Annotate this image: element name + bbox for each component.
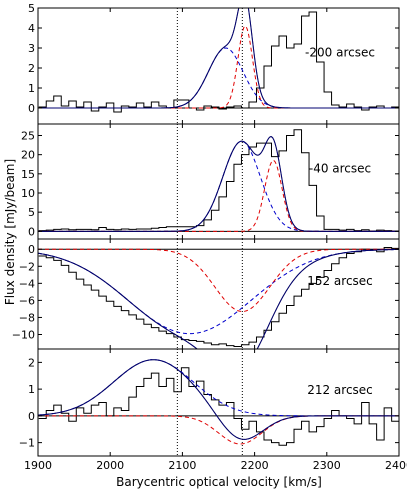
y-tick-label: 0 — [28, 410, 35, 423]
y-tick-label: 5 — [28, 2, 35, 15]
data-steps — [38, 11, 399, 113]
x-tick-label: 2000 — [96, 459, 124, 472]
panel-frame — [37, 348, 400, 457]
y-tick-label: 5 — [28, 206, 35, 219]
fit-1-overlay — [38, 248, 399, 349]
panel-2: 0 5 10 15 20 25 -40 arcsec — [21, 123, 400, 240]
y-tick-label: 4 — [28, 22, 35, 35]
plot-area — [38, 124, 399, 239]
panel-annotation: -40 arcsec — [309, 161, 371, 175]
x-tick-label: 2400 — [385, 459, 407, 472]
fit-1-overlay — [38, 8, 399, 109]
fit-1-curve — [38, 140, 399, 232]
panel-3: −10 −8 −6 −4 −2 0 152 arcsec — [12, 238, 400, 350]
plot-area — [38, 239, 399, 349]
y-tick-label: 3 — [28, 42, 35, 55]
y-tick-label: −10 — [12, 329, 35, 342]
total-fit-curve — [38, 136, 399, 232]
y-tick-label: 25 — [21, 130, 35, 143]
panel-1: 0 1 2 3 4 5 -200 arcsec — [28, 2, 400, 125]
panel-annotation: 152 arcsec — [307, 274, 373, 288]
panel-frame — [37, 238, 400, 350]
y-tick-label: 1 — [28, 383, 35, 396]
data-steps — [38, 129, 399, 232]
x-axis-label: Barycentric optical velocity [km/s] — [116, 475, 322, 489]
fit-2-curve — [38, 415, 399, 445]
x-tick-label: 2200 — [241, 459, 269, 472]
x-tick-label: 1900 — [24, 459, 52, 472]
y-tick-label: −4 — [19, 277, 35, 290]
y-tick-label: 0 — [28, 102, 35, 115]
y-axis-label: Flux density [mJy/beam] — [3, 159, 17, 305]
fit-2-curve — [38, 248, 399, 312]
y-tick-label: 2 — [28, 356, 35, 369]
plot-area — [38, 8, 399, 124]
total-fit-curve — [38, 248, 399, 349]
y-tick-label: 1 — [28, 82, 35, 95]
y-tick-label: 0 — [28, 243, 35, 256]
y-tick-label: 20 — [21, 149, 35, 162]
panel-frame — [37, 123, 400, 240]
panel-annotation: 212 arcsec — [307, 383, 373, 397]
data-steps — [38, 367, 399, 446]
x-tick-label: 2100 — [168, 459, 196, 472]
y-tick-label: −1 — [19, 437, 35, 450]
x-tick-label: 2300 — [313, 459, 341, 472]
panel-annotation: -200 arcsec — [305, 46, 375, 60]
fit-1-overlay — [38, 359, 399, 440]
y-tick-label: −8 — [19, 311, 35, 324]
fit-1-overlay — [38, 136, 399, 232]
y-tick-label: 0 — [28, 225, 35, 238]
y-tick-label: 10 — [21, 187, 35, 200]
data-steps — [38, 247, 399, 347]
y-tick-label: −6 — [19, 294, 35, 307]
y-tick-label: 2 — [28, 62, 35, 75]
panel-4: −1 0 1 2 1900 2000 2100 2200 2300 2400 212 arcsec — [19, 348, 407, 472]
plot-area — [38, 349, 399, 456]
fit-2-curve — [38, 25, 399, 109]
y-tick-label: −2 — [19, 260, 35, 273]
y-tick-label: 15 — [21, 168, 35, 181]
